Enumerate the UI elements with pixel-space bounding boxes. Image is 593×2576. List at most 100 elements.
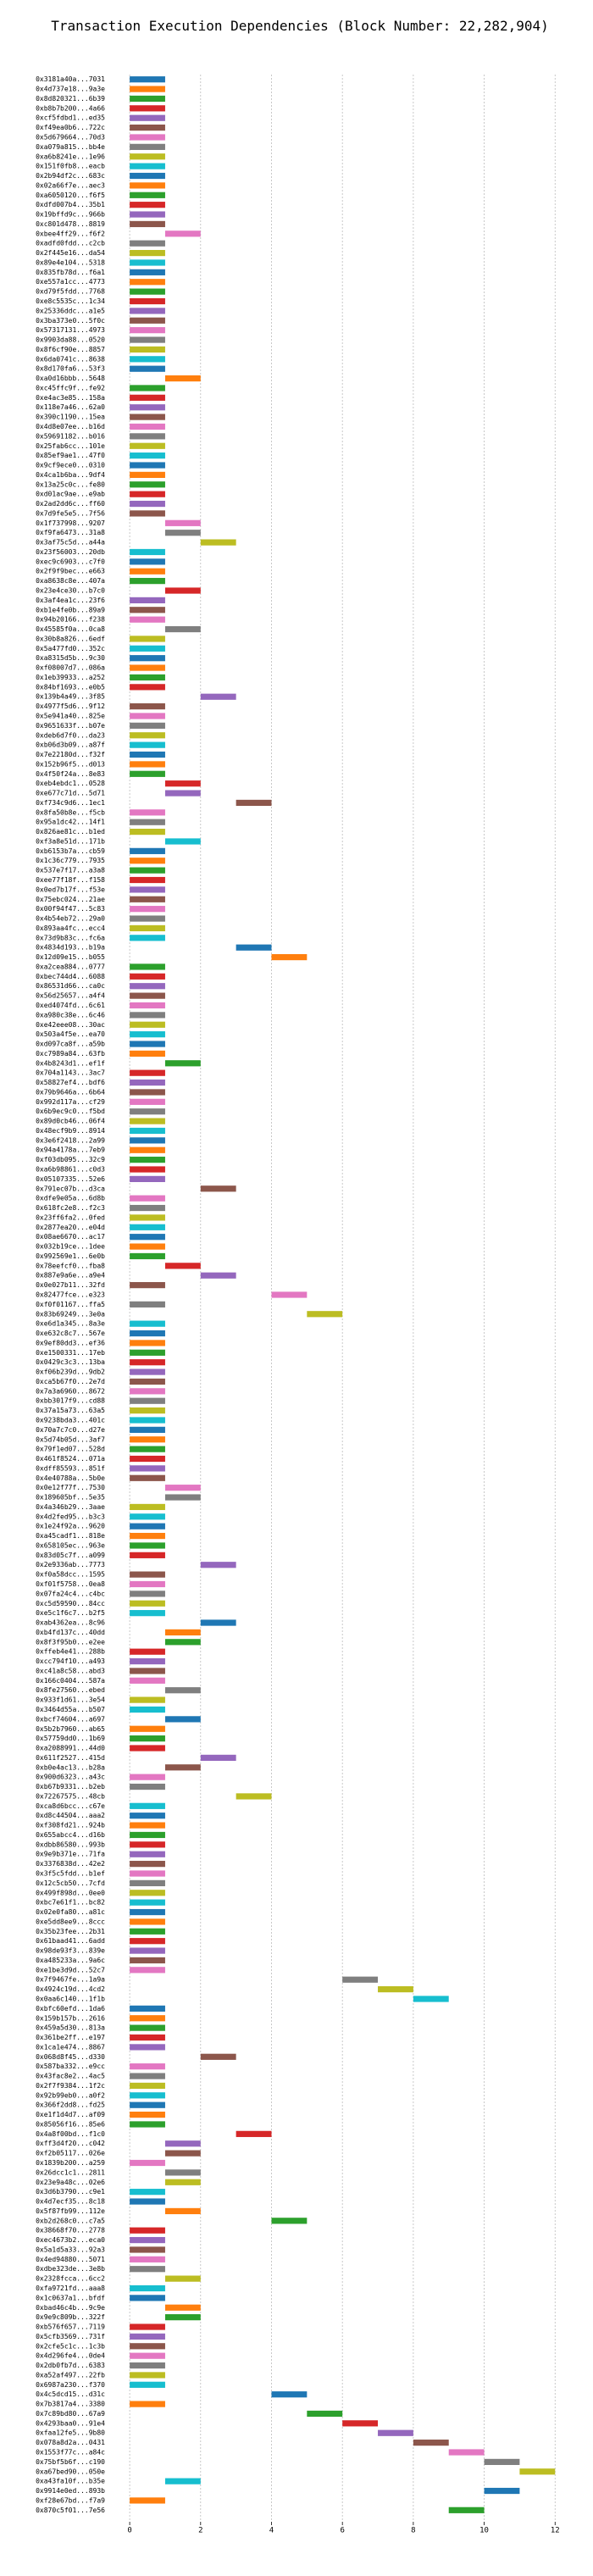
- y-tick-label: 0x166c0404...587a: [36, 1677, 105, 1685]
- bar: [164, 2304, 201, 2311]
- bar: [130, 2266, 165, 2273]
- y-tick-label: 0x86531d66...ca0c: [36, 982, 105, 990]
- y-tick-label: 0x933f1d61...3e54: [36, 1696, 105, 1704]
- bar: [130, 163, 165, 169]
- y-tick-label: 0xe42eee08...30ac: [36, 1021, 105, 1029]
- y-tick-label: 0xec9c6903...c7f0: [36, 558, 105, 565]
- y-tick-label: 0xb0e4ac13...b28a: [36, 1763, 105, 1771]
- y-tick-label: 0xe1be3d9d...52c7: [36, 1966, 105, 1974]
- y-tick-label: 0xc5d59590...84cc: [36, 1600, 105, 1607]
- bar: [130, 1503, 165, 1511]
- y-tick-label: 0x618fc2e8...f2c3: [36, 1204, 105, 1212]
- bar: [130, 462, 165, 469]
- bar: [130, 249, 165, 257]
- bar: [236, 799, 272, 807]
- y-tick-label: 0x5a477fd0...352c: [36, 645, 105, 652]
- y-tick-label: 0x4d737e18...9a3e: [36, 86, 105, 93]
- x-tick-label: 12: [551, 2527, 560, 2535]
- y-tick-label: 0x23ff6fa2...0fed: [36, 1213, 105, 1221]
- bar: [164, 625, 201, 633]
- bar: [130, 385, 165, 391]
- y-tick-label: 0x58827ef4...bdf6: [36, 1079, 105, 1086]
- bar: [164, 780, 201, 787]
- bar: [130, 1002, 165, 1009]
- bar: [130, 1204, 165, 1212]
- bar: [130, 568, 165, 575]
- y-tick-label: 0x25fab6cc...101e: [36, 442, 105, 450]
- bar: [130, 182, 165, 189]
- bar: [164, 1639, 201, 1646]
- bar: [130, 2063, 165, 2070]
- bar: [130, 2044, 165, 2051]
- y-tick-label: 0x61baad41...6add: [36, 1937, 105, 1945]
- bar: [130, 125, 165, 131]
- bar: [130, 906, 165, 913]
- y-tick-label: 0xc801d478...8819: [36, 220, 105, 228]
- bar: [130, 356, 165, 363]
- bar: [130, 732, 165, 739]
- bar: [130, 114, 165, 121]
- bar: [130, 1234, 165, 1241]
- bar: [130, 1157, 165, 1163]
- y-tick-label: 0xe5dd8ee9...8ccc: [36, 1918, 105, 1925]
- bar: [130, 664, 165, 671]
- bar: [130, 2295, 165, 2301]
- y-tick-label: 0x4d8e07ee...b16d: [36, 423, 105, 430]
- y-tick-label: 0x48ecf9b9...8914: [36, 1127, 105, 1135]
- bar: [130, 616, 165, 623]
- y-tick-label: 0x07fa24c4...c4bc: [36, 1590, 105, 1597]
- y-tick-label: 0x8f6cf90e...8857: [36, 346, 105, 353]
- x-tick-label: 2: [198, 2527, 202, 2535]
- bar: [130, 1175, 165, 1182]
- bar: [448, 2449, 485, 2456]
- y-tick-label: 0x0aa6c140...1f1b: [36, 1995, 105, 2002]
- bar: [130, 2198, 165, 2205]
- y-tick-label: 0x503a4f5e...ea70: [36, 1030, 105, 1038]
- bar: [130, 1783, 165, 1790]
- bar: [130, 1610, 165, 1617]
- bar: [200, 1562, 236, 1568]
- y-tick-label: 0x30b8a826...6edf: [36, 635, 105, 642]
- y-tick-label: 0x89e4e104...5318: [36, 258, 105, 266]
- y-tick-label: 0x94a4178a...7eb9: [36, 1146, 105, 1154]
- y-tick-label: 0x75bf5b6f...c190: [36, 2458, 105, 2466]
- bar: [130, 259, 165, 266]
- bar: [130, 2034, 165, 2041]
- bar: [130, 2246, 165, 2253]
- bar: [164, 375, 201, 382]
- bar: [130, 809, 165, 816]
- bar: [130, 95, 165, 103]
- y-tick-label: 0x4e40788a...5b0e: [36, 1474, 105, 1482]
- y-tick-label: 0xadfd0fdd...c2cb: [36, 240, 105, 247]
- y-tick-label: 0x4b54eb72...29a0: [36, 915, 105, 923]
- y-tick-label: 0xab4362ea...8c96: [36, 1619, 105, 1627]
- bar: [130, 1591, 165, 1597]
- y-tick-label: 0x0429c3c3...13ba: [36, 1358, 105, 1366]
- y-tick-label: 0x151f0fb8...eacb: [36, 163, 105, 170]
- bar: [164, 838, 201, 845]
- bar: [130, 2015, 165, 2022]
- bar: [164, 1687, 201, 1694]
- bar: [130, 1677, 165, 1684]
- bar: [130, 2227, 165, 2234]
- y-tick-label: 0x70a7c7c0...d27e: [36, 1426, 105, 1434]
- y-tick-label: 0xf734c9d6...1ec1: [36, 799, 105, 807]
- bar: [130, 1668, 165, 1674]
- bar: [130, 1967, 165, 1974]
- x-tick-label: 10: [479, 2527, 489, 2535]
- bar: [130, 1436, 165, 1443]
- bar: [519, 2468, 556, 2475]
- bar: [130, 1600, 165, 1607]
- y-tick-label: 0x85ef9ae1...47f0: [36, 452, 105, 459]
- y-tick-label: 0xdbb86580...993b: [36, 1840, 105, 1848]
- x-tick-label: 4: [269, 2527, 274, 2535]
- bar: [130, 1050, 165, 1058]
- bar: [130, 2352, 165, 2359]
- bar: [271, 2218, 308, 2224]
- bar: [164, 1629, 201, 1636]
- y-tick-label: 0xf06b239d...9db2: [36, 1368, 105, 1376]
- y-tick-label: 0x72267575...48cb: [36, 1792, 105, 1800]
- bar: [130, 1861, 165, 1868]
- y-tick-label: 0xca5b67f0...2e7d: [36, 1378, 105, 1385]
- y-tick-label: 0xa0d16bbb...5648: [36, 375, 105, 382]
